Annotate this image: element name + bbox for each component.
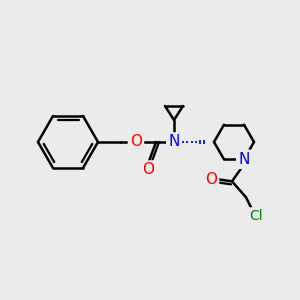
Text: N: N (168, 134, 180, 149)
Text: O: O (205, 172, 217, 187)
Text: Cl: Cl (249, 209, 263, 223)
Text: O: O (142, 163, 154, 178)
Text: O: O (130, 134, 142, 149)
Text: N: N (238, 152, 250, 167)
